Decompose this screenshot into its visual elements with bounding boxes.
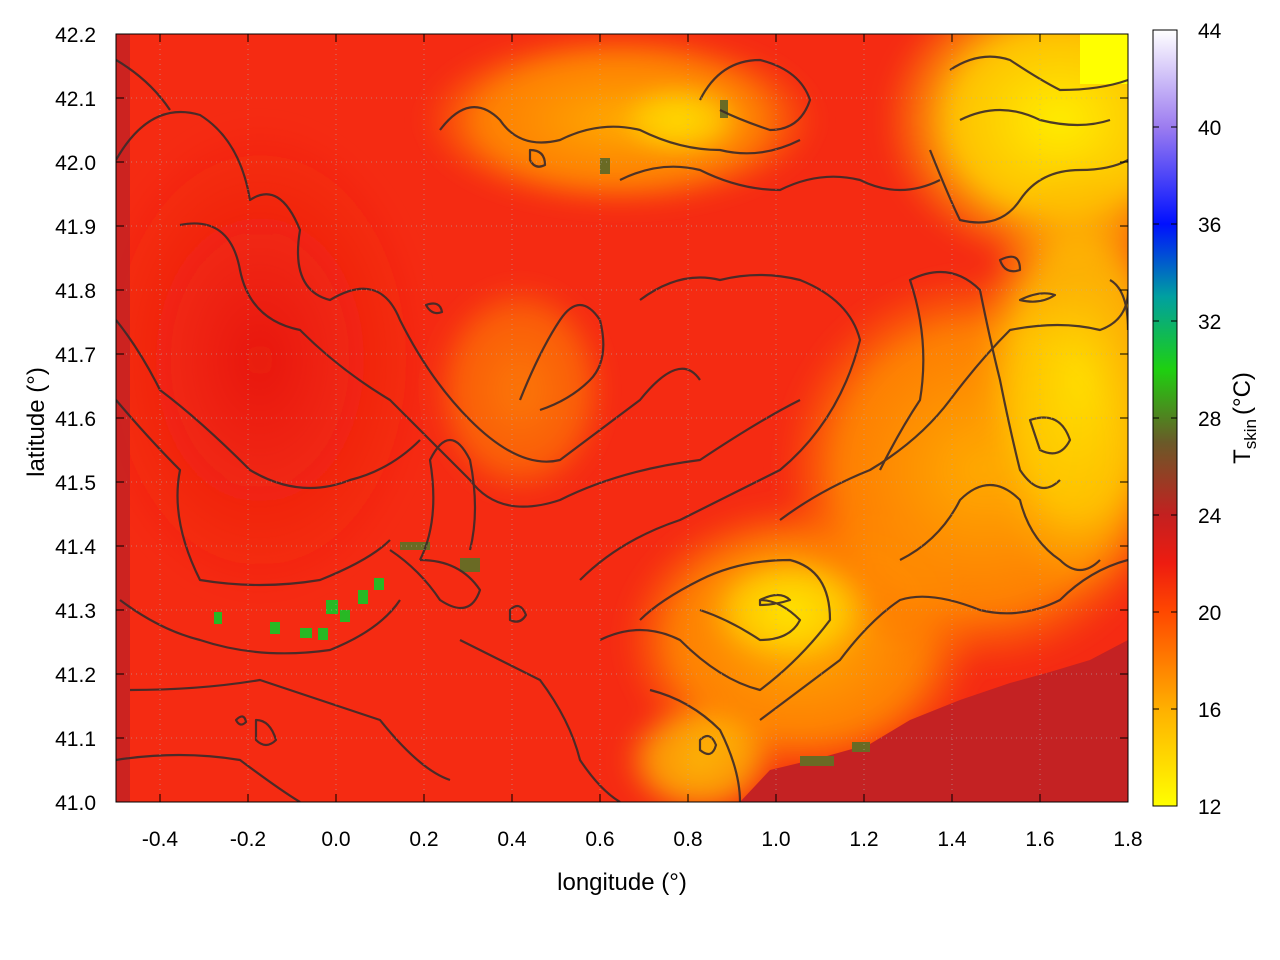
y-tick-label: 42.0 <box>55 152 96 175</box>
contour-line <box>439 106 801 155</box>
plot-grid <box>116 34 1128 802</box>
contour-line <box>619 165 941 192</box>
x-tick-label: -0.4 <box>142 828 179 851</box>
contour-line <box>759 558 1128 721</box>
y-tick-label: 42.2 <box>55 24 96 47</box>
x-tick-labels: -0.4 -0.2 0.0 0.2 0.4 0.6 0.8 1.0 1.2 1.4 1.6 1.8 <box>142 828 1143 851</box>
contour-line <box>1018 292 1057 303</box>
contour-line <box>699 598 802 642</box>
colorbar-tick-labels: 12 16 20 24 28 32 36 40 44 <box>1198 20 1222 819</box>
contour-line <box>699 58 812 132</box>
x-tick-label: 1.6 <box>1025 828 1054 851</box>
y-tick-labels: 41.0 41.1 41.2 41.3 41.4 41.5 41.6 41.7 41.8 41.9… <box>55 24 96 815</box>
contour-line <box>698 734 718 756</box>
contour-line <box>459 639 621 802</box>
colorbar-tick-label: 40 <box>1198 117 1221 140</box>
contour-line <box>528 148 547 168</box>
y-axis-label: latitude (°) <box>23 367 50 477</box>
orange-valley <box>430 280 610 500</box>
contour-line <box>779 289 1128 521</box>
contour-line <box>949 55 1128 92</box>
contour-line <box>879 270 1061 490</box>
contour-line <box>649 688 742 802</box>
colorbar-tick-label: 44 <box>1198 20 1222 43</box>
y-tick-label: 41.3 <box>55 600 96 623</box>
y-tick-label: 41.5 <box>55 472 96 495</box>
x-tick-label: 0.8 <box>673 828 702 851</box>
y-tick-label: 41.4 <box>55 536 96 559</box>
contour-line <box>389 549 482 610</box>
x-axis-label: longitude (°) <box>557 869 687 896</box>
colorbar-label-unit: (°C) <box>1229 372 1256 415</box>
heatmap-field <box>116 34 1128 802</box>
y-tick-label: 41.9 <box>55 216 96 239</box>
contour-line <box>579 273 862 581</box>
y-tick-label: 41.2 <box>55 664 96 687</box>
x-tick-label: 1.4 <box>937 828 967 851</box>
contour-line <box>424 302 444 315</box>
x-tick-label: 0.6 <box>585 828 614 851</box>
yellow-corner <box>1080 34 1128 84</box>
contour-line <box>998 255 1022 273</box>
green-patches <box>214 578 384 640</box>
colorbar-tick-label: 12 <box>1198 796 1221 819</box>
y-tick-label: 42.1 <box>55 88 96 111</box>
contour-line <box>116 753 301 802</box>
y-tick-label: 41.0 <box>55 792 96 815</box>
contour-line <box>116 59 171 111</box>
colorbar-tick-label: 20 <box>1198 602 1221 625</box>
contour-line <box>508 604 528 623</box>
contour-line <box>234 715 248 726</box>
contour-line <box>928 149 1128 224</box>
colorbar-tick-label: 16 <box>1198 699 1221 722</box>
y-tick-label: 41.6 <box>55 408 96 431</box>
contour-line <box>899 484 1101 572</box>
contour-line <box>129 678 451 782</box>
deep-red-west <box>116 120 430 600</box>
contour-line <box>419 439 477 561</box>
x-tick-label: 0.0 <box>321 828 350 851</box>
colorbar-tick-label: 28 <box>1198 408 1221 431</box>
x-tick-label: 1.8 <box>1113 828 1142 851</box>
contour-line <box>254 718 278 747</box>
contour-line <box>119 599 401 655</box>
x-tick-label: 0.2 <box>409 828 438 851</box>
x-tick-label: -0.2 <box>230 828 266 851</box>
colorbar-label: Tskin (°C) <box>1229 372 1260 464</box>
colorbar-tick-label: 24 <box>1198 505 1222 528</box>
contour-line <box>116 399 391 587</box>
colorbar-label-sub: skin <box>1241 419 1260 449</box>
colorbar-tick-label: 32 <box>1198 311 1221 334</box>
yellow-north-patch <box>610 80 750 160</box>
x-tick-label: 1.2 <box>849 828 878 851</box>
contour-line <box>758 593 792 607</box>
axis-ticks <box>116 33 1129 803</box>
x-tick-label: 0.4 <box>497 828 527 851</box>
contour-line <box>599 558 832 692</box>
contour-line <box>116 110 701 463</box>
y-tick-label: 41.8 <box>55 280 96 303</box>
olive-patches <box>400 100 870 766</box>
x-tick-label: 1.0 <box>761 828 790 851</box>
colorbar-ticks <box>1153 29 1177 807</box>
contour-line <box>116 319 421 490</box>
y-tick-label: 41.1 <box>55 728 96 751</box>
sea-southeast <box>740 640 1128 802</box>
colorbar-label-main: T <box>1229 449 1256 464</box>
y-tick-label: 41.7 <box>55 344 96 367</box>
colorbar-tick-label: 36 <box>1198 214 1221 237</box>
contour-lines <box>116 55 1128 802</box>
